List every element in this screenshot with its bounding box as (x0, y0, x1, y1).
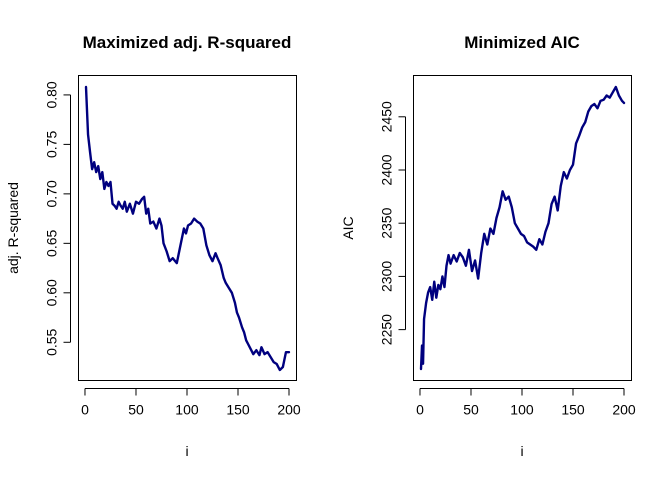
x-tick-label: 150 (561, 402, 585, 418)
y-tick-label: 2250 (379, 314, 395, 345)
x-tick-label: 100 (175, 402, 199, 418)
x-axis-left: 0 50 100 150 200 (81, 388, 301, 418)
x-tick-label: 0 (81, 402, 89, 418)
y-tick-label: 0.70 (44, 180, 60, 207)
series-line-adj-r-squared (84, 85, 291, 372)
y-tick-label: 0.55 (44, 328, 60, 355)
y-tick-label: 0.65 (44, 229, 60, 256)
plot-frame-right (413, 75, 632, 381)
y-axis-left: 0.55 0.60 0.65 0.70 0.75 0.80 (44, 81, 71, 356)
y-axis-right: 2250 2300 2350 2400 2450 (379, 101, 406, 345)
x-tick-label: 200 (612, 402, 636, 418)
y-tick-label: 0.60 (44, 279, 60, 306)
panel-aic: Minimized AIC 0 50 100 150 200 2250230023502… (340, 33, 636, 459)
panel-adj-r-squared: Maximized adj. R-squared 0 50 100 150 200 0.… (5, 33, 301, 459)
y-axis-label-left: adj. R-squared (5, 182, 21, 274)
x-tick-label: 200 (277, 402, 301, 418)
x-tick-label: 50 (128, 402, 144, 418)
y-tick-label: 2350 (379, 207, 395, 238)
series-line-aic (419, 85, 626, 371)
x-tick-label: 150 (226, 402, 250, 418)
chart-title-left: Maximized adj. R-squared (83, 33, 292, 52)
x-axis-label-left: i (185, 443, 188, 459)
x-tick-label: 100 (510, 402, 534, 418)
y-tick-label: 2400 (379, 154, 395, 185)
chart-title-right: Minimized AIC (464, 33, 580, 52)
plot-frame-left (78, 75, 297, 381)
y-tick-label: 0.80 (44, 81, 60, 108)
y-axis-label-right: AIC (340, 216, 356, 239)
x-tick-label: 0 (416, 402, 424, 418)
x-tick-label: 50 (463, 402, 479, 418)
y-tick-label: 2300 (379, 261, 395, 292)
x-axis-right: 0 50 100 150 200 (416, 388, 636, 418)
y-tick-label: 0.75 (44, 131, 60, 158)
x-axis-label-right: i (520, 443, 523, 459)
y-tick-label: 2450 (379, 101, 395, 132)
